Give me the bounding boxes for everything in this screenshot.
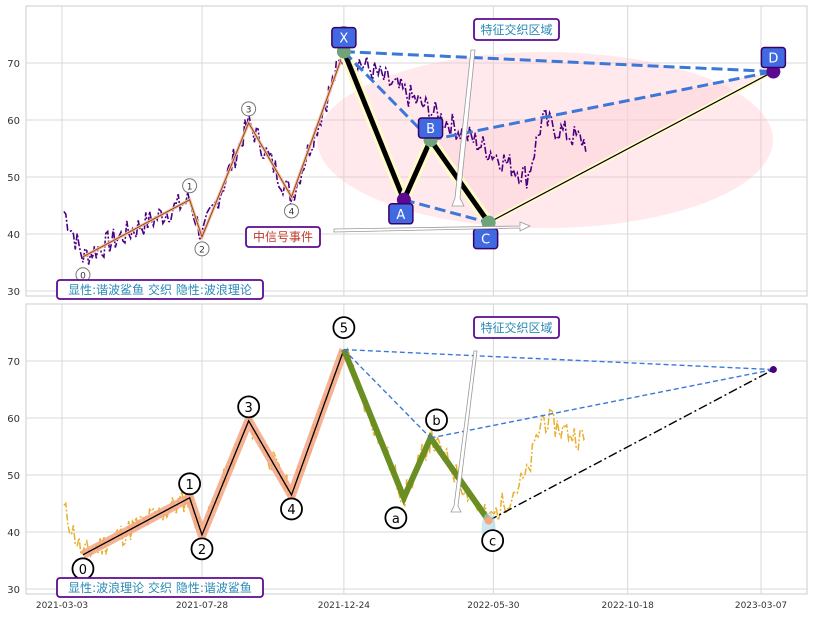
panel-caption: 显性:波浪理论 交织 隐性:谐波鲨鱼: [68, 580, 252, 595]
annotation-arrow: [450, 350, 478, 513]
wave-line: [82, 51, 345, 258]
y-tick-label: 60: [7, 116, 20, 127]
harmonic-label-box: [417, 117, 444, 139]
harmonic-triangle: [430, 71, 774, 223]
plot-area: [25, 303, 808, 595]
annotation-text: 中信号事件: [253, 229, 313, 244]
y-tick-label: 30: [7, 585, 20, 596]
harmonic-leg: [401, 138, 433, 201]
harmonic-label-B: B: [426, 122, 435, 137]
wave-label-1: 1: [185, 478, 193, 493]
harmonic-ratio-line: [430, 70, 774, 142]
wave-label-circle: [178, 472, 202, 496]
x-tick-label: 2022-10-18: [602, 601, 655, 611]
wave-label-0: 0: [80, 271, 86, 281]
panel-2-series: [63, 346, 777, 559]
annotation-arrow: [333, 221, 531, 233]
wave-label-b: b: [432, 414, 440, 429]
price-series: [63, 44, 587, 265]
wave-label-circle: [481, 529, 505, 552]
wave-label-2: 2: [199, 245, 205, 255]
x-tick-label: 2022-05-30: [467, 601, 520, 611]
x-tick-label: 2021-07-28: [176, 601, 229, 611]
harmonic-label-A: A: [396, 208, 405, 223]
y-tick-label: 40: [7, 230, 20, 241]
y-tick-label: 70: [7, 59, 20, 70]
wave-label-5: 5: [340, 322, 348, 337]
harmonic-ratio-line: [343, 50, 774, 74]
wave-label-circle: [194, 241, 210, 257]
harmonic-label-box: [331, 26, 357, 49]
annotation-arrow: [451, 49, 476, 207]
harmonic-label-C: C: [481, 233, 490, 248]
wave-label-circle: [280, 497, 303, 521]
y-tick-label: 70: [7, 357, 20, 368]
annotation-box: [473, 316, 560, 339]
wave-label-circle: [384, 506, 408, 530]
x-tick-label: 2023-03-07: [735, 601, 787, 611]
wave-label-circle: [332, 316, 356, 340]
wave-label-3: 3: [245, 401, 253, 416]
y-tick-label: 50: [7, 471, 20, 482]
annotation-box: [245, 226, 321, 248]
point-c-marker: [484, 516, 493, 525]
y-tick-label: 30: [7, 287, 20, 298]
x-tick-label: 2021-12-24: [318, 601, 371, 611]
wave-label-4: 4: [287, 503, 295, 518]
wave-label-circle: [182, 178, 198, 194]
harmonic-label-D: D: [768, 52, 778, 67]
y-tick-label: 60: [7, 414, 20, 425]
harmonic-label-box: [388, 203, 414, 225]
wave-label-circle: [241, 101, 257, 117]
harmonic-ratio-line: [342, 50, 432, 142]
hidden-pattern-line: [343, 349, 432, 439]
wave-label-2: 2: [198, 543, 206, 558]
panel-caption: 显性:谐波鲨鱼 交织 隐性:波浪理论: [68, 282, 252, 297]
harmonic-ratio-line: [403, 198, 490, 225]
wave-label-circle: [237, 395, 261, 419]
impulse-line: [82, 349, 345, 556]
annotation-text: 特征交织区域: [480, 22, 552, 37]
wave-label-3: 3: [246, 105, 252, 115]
harmonic-label-X: X: [339, 32, 348, 47]
wave-label-1: 1: [187, 182, 193, 192]
harmonic-label-box: [760, 46, 787, 69]
pattern-zone: [317, 52, 773, 228]
wave-label-circle: [190, 537, 214, 561]
y-tick-label: 50: [7, 173, 20, 184]
y-tick-label: 40: [7, 528, 20, 539]
hidden-pattern-line: [430, 368, 774, 439]
wave-label-circle: [425, 408, 448, 432]
harmonic-leg-cd: [488, 71, 774, 224]
wave-label-a: a: [392, 512, 400, 527]
x-tick-label: 2021-03-03: [36, 601, 88, 611]
projection-line: [488, 368, 774, 522]
wave-label-c: c: [489, 535, 496, 550]
caption-box: [56, 577, 264, 598]
projection-point: [769, 366, 777, 374]
annotation-text: 特征交织区域: [480, 320, 552, 335]
annotation-box: [473, 18, 560, 41]
wave-label-0: 0: [79, 563, 87, 578]
wave-label-circle: [284, 203, 300, 219]
caption-box: [56, 279, 264, 300]
harmonic-leg: [341, 50, 407, 201]
wave-label-4: 4: [289, 207, 295, 217]
